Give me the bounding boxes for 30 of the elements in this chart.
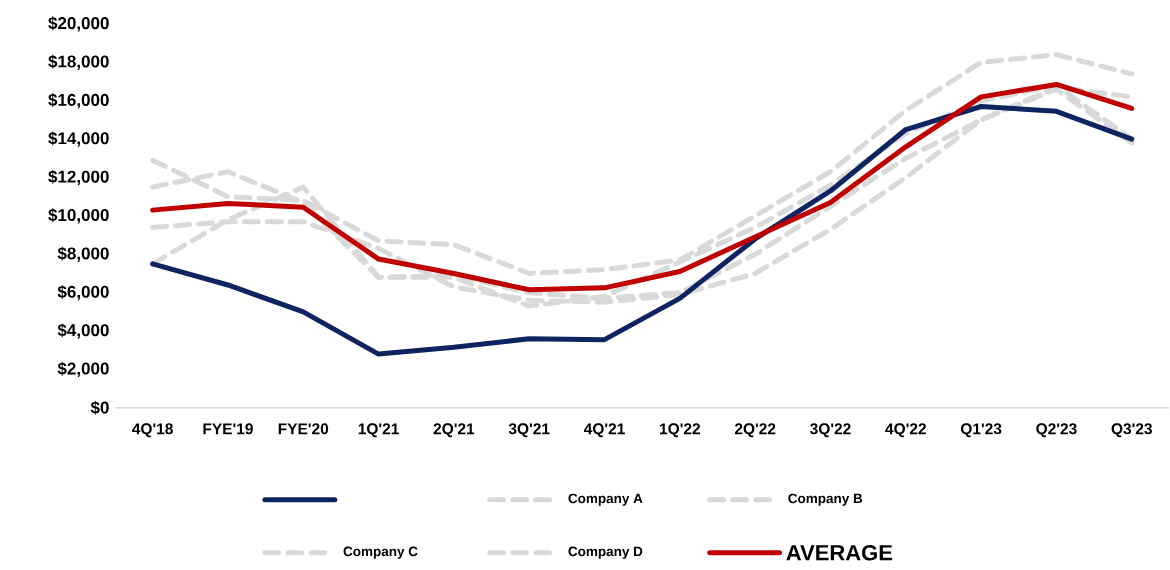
x-tick-label: Q1'23 — [960, 423, 1002, 438]
x-tick-label: 4Q'18 — [132, 423, 173, 438]
y-tick-label: $4,000 — [57, 323, 109, 339]
y-tick-label: $2,000 — [57, 361, 109, 378]
y-tick-label: $0 — [90, 400, 109, 415]
x-tick-label: FYE'20 — [278, 423, 329, 435]
y-tick-label: $18,000 — [48, 54, 109, 71]
x-tick-label: 1Q'21 — [358, 423, 399, 438]
x-tick-label: 4Q'21 — [583, 423, 625, 438]
y-tick-label: $16,000 — [48, 93, 109, 109]
x-tick-label: Q2'23 — [1036, 423, 1077, 438]
y-tick-label: $12,000 — [48, 170, 109, 186]
x-tick-label: 1Q'22 — [660, 423, 700, 438]
y-tick-label: $8,000 — [57, 246, 109, 263]
x-tick-label: 4Q'22 — [885, 423, 926, 438]
y-tick-label: $14,000 — [48, 131, 109, 147]
x-tick-label: Q3'23 — [1111, 423, 1152, 438]
legend-label: Company D — [568, 546, 643, 559]
y-tick-label: $6,000 — [57, 285, 109, 301]
x-tick-label: 3Q'22 — [810, 423, 851, 438]
y-tick-label: $20,000 — [48, 16, 109, 32]
x-tick-label: FYE'19 — [203, 423, 253, 435]
legend-label: Company A — [568, 493, 643, 506]
x-tick-label: 2Q'21 — [433, 423, 475, 438]
y-tick-label: $10,000 — [48, 208, 109, 224]
x-tick-label: 2Q'22 — [734, 423, 776, 438]
legend-label: Company C — [343, 546, 418, 559]
x-tick-label: 3Q'21 — [508, 423, 550, 438]
legend-label: AVERAGE — [786, 545, 893, 561]
legend-label: Company B — [788, 493, 863, 506]
